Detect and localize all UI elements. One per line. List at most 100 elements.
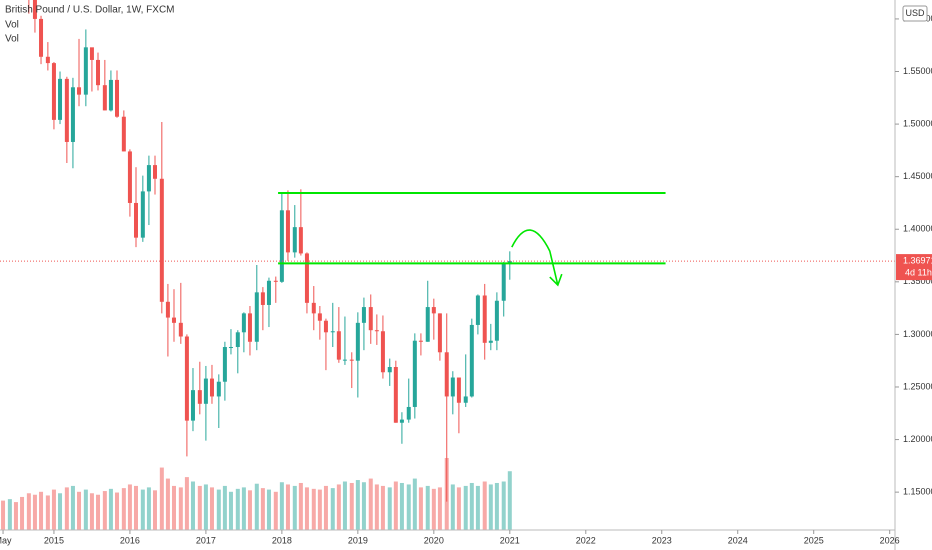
- volume-bar: [222, 485, 227, 530]
- volume-bar: [140, 489, 145, 530]
- currency-box[interactable]: [902, 5, 928, 22]
- candle-body: [425, 307, 430, 342]
- candle-body: [482, 295, 487, 343]
- volume-bar: [64, 487, 69, 530]
- candle-body: [501, 263, 506, 301]
- candle-body: [374, 330, 379, 332]
- volume-bar: [260, 488, 265, 530]
- candle-body: [488, 340, 493, 343]
- volume-bar: [133, 485, 138, 530]
- candle-body: [393, 367, 398, 423]
- candle-body: [475, 295, 480, 325]
- candle-body: [190, 390, 195, 421]
- volume-bar: [418, 487, 423, 530]
- candle-body: [58, 78, 63, 120]
- candle-body: [342, 359, 347, 361]
- volume-bar: [58, 493, 63, 530]
- candle-body: [121, 116, 126, 152]
- volume-bar: [83, 489, 88, 530]
- candle-body: [115, 79, 120, 117]
- candle-body: [216, 381, 221, 397]
- volume-bar: [235, 488, 240, 530]
- candle-body: [279, 210, 284, 282]
- candle-body: [77, 87, 82, 95]
- volume-bar: [32, 494, 37, 530]
- volume-bar: [127, 484, 132, 530]
- candle-body: [171, 317, 176, 323]
- volume-bar: [368, 478, 373, 530]
- candle-body: [285, 210, 290, 253]
- volume-bar: [336, 484, 341, 530]
- volume-bar: [437, 487, 442, 530]
- volume-bar: [20, 496, 25, 530]
- volume-bar: [7, 499, 12, 530]
- volume-bar: [342, 481, 347, 530]
- candle-body: [152, 165, 157, 179]
- candle-body: [304, 253, 309, 303]
- candle-body: [254, 292, 259, 342]
- candle-body: [127, 151, 132, 203]
- y-tick-label: 1.35000: [903, 276, 932, 286]
- volume-bar: [45, 495, 50, 530]
- indicator-label[interactable]: Vol: [5, 34, 19, 45]
- candle-body: [247, 313, 252, 342]
- candle-body: [203, 378, 208, 404]
- volume-bar: [77, 491, 82, 530]
- candle-body: [51, 63, 56, 120]
- volume-bar: [298, 482, 303, 530]
- candle-body: [406, 406, 411, 420]
- volume-bar: [311, 488, 316, 530]
- candle-body: [178, 322, 183, 337]
- y-tick-label: 1.30000: [903, 329, 932, 339]
- candle-body: [444, 352, 449, 397]
- volume-bar: [121, 488, 126, 530]
- volume-bar: [317, 489, 322, 530]
- x-tick-label: 2017: [196, 535, 216, 545]
- candle-body: [197, 390, 202, 404]
- candle-body: [380, 331, 385, 373]
- candle-body: [70, 87, 75, 142]
- candle-body: [140, 191, 145, 238]
- candle-body: [96, 59, 101, 86]
- volume-bar: [273, 491, 278, 530]
- volume-bar: [463, 485, 468, 530]
- volume-bar: [216, 489, 221, 530]
- candle-body: [456, 377, 461, 403]
- indicator-label[interactable]: Vol: [5, 20, 19, 31]
- volume-bar: [108, 488, 113, 530]
- candle-body: [228, 347, 233, 349]
- candle-body: [387, 367, 392, 373]
- volume-bar: [171, 485, 176, 530]
- volume-bar: [146, 487, 151, 530]
- x-tick-label: 2026: [880, 535, 900, 545]
- volume-bar: [254, 483, 259, 530]
- volume-bar: [374, 484, 379, 530]
- drawn-arrow: [511, 229, 559, 286]
- volume-bar: [285, 484, 290, 530]
- y-tick-label: 1.50000: [903, 118, 932, 128]
- candle-body: [311, 302, 316, 314]
- currency-label[interactable]: USD: [905, 8, 925, 18]
- volume-bar: [247, 490, 252, 530]
- volume-bar: [209, 487, 214, 530]
- candle-body: [437, 313, 442, 353]
- volume-bar: [304, 487, 309, 530]
- candle-body: [431, 307, 436, 314]
- volume-bar: [330, 488, 335, 530]
- candle-body: [418, 340, 423, 342]
- x-tick-label: 2024: [728, 535, 748, 545]
- x-tick-label: 2020: [424, 535, 444, 545]
- x-tick-label: 2015: [44, 535, 64, 545]
- volume-bar: [494, 482, 499, 530]
- y-tick-label: 1.40000: [903, 224, 932, 234]
- candle-body: [323, 320, 328, 333]
- volume-bar: [323, 485, 328, 530]
- candle-body: [330, 331, 335, 333]
- volume-bar: [399, 482, 404, 530]
- volume-bar: [431, 488, 436, 530]
- volume-bar: [115, 492, 120, 530]
- volume-bar: [501, 481, 506, 530]
- volume-bar: [387, 487, 392, 530]
- x-tick-label: 2021: [500, 535, 520, 545]
